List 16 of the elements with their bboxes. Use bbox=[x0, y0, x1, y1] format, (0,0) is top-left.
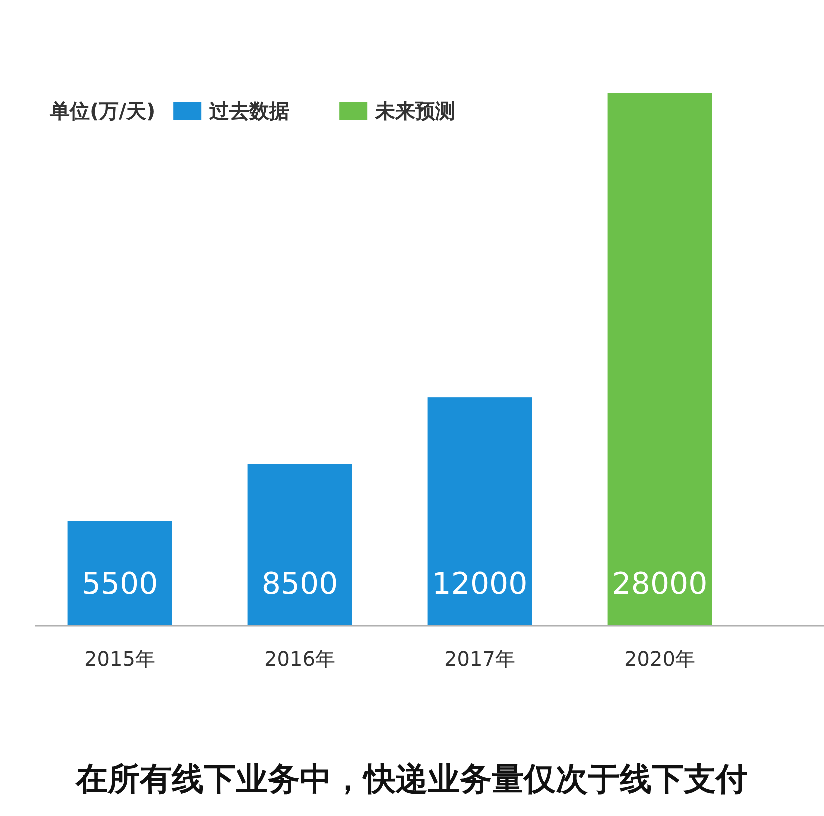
legend-label: 未来预测 bbox=[374, 99, 456, 123]
x-tick-label: 2016年 bbox=[264, 647, 336, 671]
data-label: 5500 bbox=[82, 567, 158, 602]
data-label: 8500 bbox=[262, 567, 338, 602]
x-tick-label: 2017年 bbox=[444, 647, 516, 671]
legend-label: 过去数据 bbox=[208, 99, 290, 123]
x-tick-label: 2015年 bbox=[84, 647, 156, 671]
bar bbox=[68, 521, 172, 626]
data-label: 28000 bbox=[612, 567, 708, 602]
bar bbox=[608, 93, 712, 626]
bar bbox=[428, 398, 532, 626]
data-label: 12000 bbox=[432, 567, 528, 602]
legend-title: 单位(万/天) bbox=[49, 99, 156, 123]
bar bbox=[248, 464, 352, 626]
x-tick-label: 2020年 bbox=[624, 647, 696, 671]
text: 在所有线下业务中，快递业务量仅次于线下支付 bbox=[75, 760, 748, 798]
